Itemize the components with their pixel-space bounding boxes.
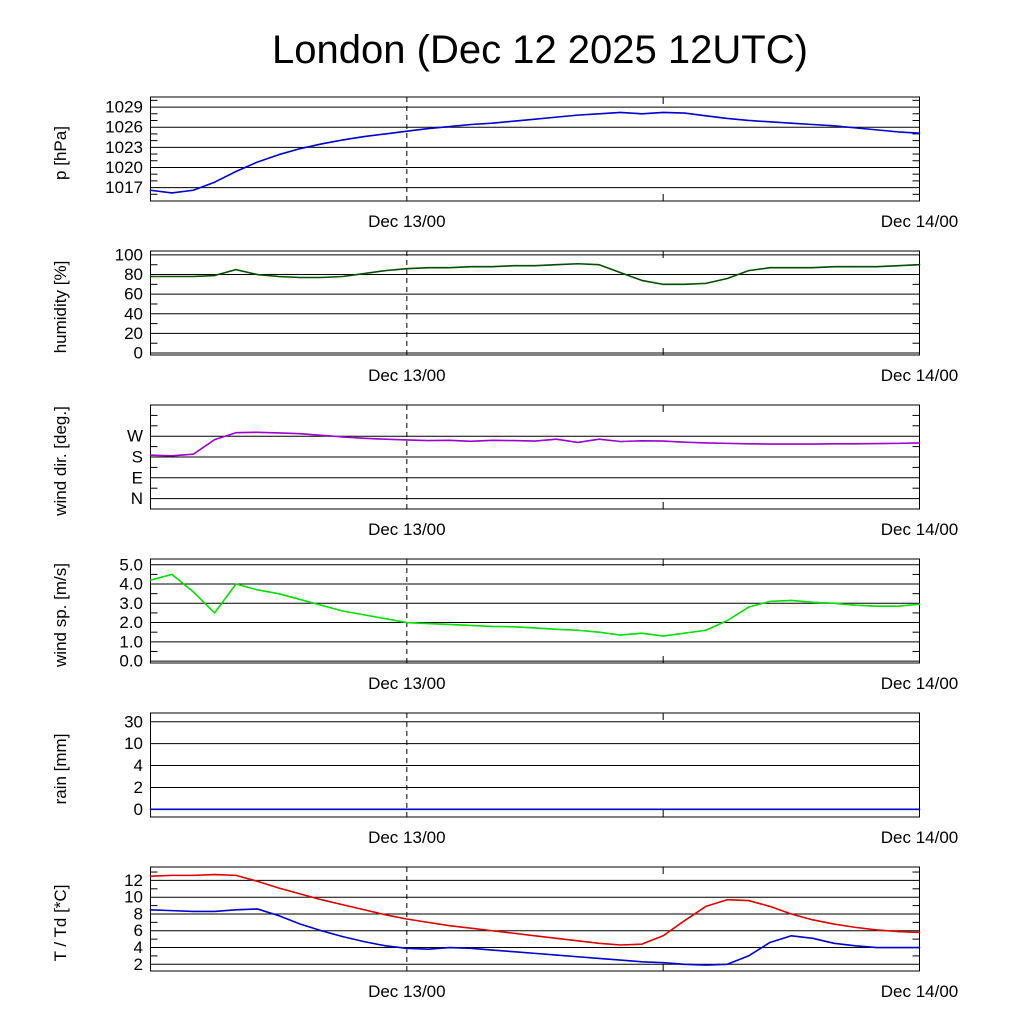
- humidity-ytick-label: 40: [124, 304, 143, 323]
- rain-ytick-label: 0: [134, 800, 143, 819]
- pressure-ytick-label: 1017: [105, 178, 143, 197]
- wind-speed-ytick-label: 0.0: [119, 652, 143, 671]
- humidity-ytick-label: 20: [124, 324, 143, 343]
- wind-speed-chart: 0.01.02.03.04.05.0 wind sp. [m/s] Dec 13/0…: [51, 555, 959, 693]
- pressure-ytick-label: 1020: [105, 158, 143, 177]
- x-axis-label: Dec 14/00: [881, 674, 959, 693]
- wind-speed-ylabel: wind sp. [m/s]: [51, 563, 70, 668]
- wind-speed-ytick-label: 5.0: [119, 555, 143, 574]
- rain-chart: 0 2 4 10 30 rain [mm] Dec 13/00 Dec 14/00: [51, 712, 959, 847]
- pressure-ytick-label: 1026: [105, 118, 143, 137]
- rain-ytick-label: 30: [124, 712, 143, 731]
- pressure-ytick-label: 1023: [105, 138, 143, 157]
- pressure-line: [149, 111, 921, 194]
- wind-speed-ytick-label: 2.0: [119, 613, 143, 632]
- plot-border: [150, 712, 920, 818]
- x-axis-label: Dec 14/00: [881, 520, 959, 539]
- x-axis-label: Dec 14/00: [881, 212, 959, 231]
- x-axis-label: Dec 14/00: [881, 366, 959, 385]
- temperature-ylabel: T / Td [*C]: [51, 885, 70, 962]
- wind-speed-ytick-label: 4.0: [119, 575, 143, 594]
- wind-direction-ytick-label: W: [127, 427, 143, 446]
- pressure-ytick-label: 1029: [105, 98, 143, 117]
- wind-direction-ytick-label: S: [132, 448, 143, 467]
- humidity-line: [149, 262, 921, 286]
- humidity-ytick-label: 60: [124, 285, 143, 304]
- rain-ytick-label: 4: [134, 756, 143, 775]
- humidity-ytick-label: 0: [134, 344, 143, 363]
- rain-ytick-label: 2: [134, 778, 143, 797]
- chart-title: London (Dec 12 2025 12UTC): [272, 28, 808, 72]
- plot-border: [150, 250, 920, 356]
- x-axis-label: Dec 14/00: [881, 828, 959, 847]
- plot-border: [150, 866, 920, 972]
- plot-border: [150, 558, 920, 664]
- temperature-panel: 2 4 6 8 10 12 T / Td [*C] Dec 13/00 Dec 14/00: [0, 866, 1024, 1020]
- humidity-ytick-label: 100: [115, 245, 143, 264]
- pressure-panel: 1017 1020 1023 1026 1029 p [hPa] Dec 13/00 Dec …: [0, 96, 1024, 250]
- plot-border: [150, 96, 920, 202]
- temperature-ytick-label: 2: [134, 955, 143, 974]
- wind-direction-ytick-label: N: [131, 489, 143, 508]
- wind-speed-panel: 0.0 1.0 2.0 3.0 4.0 5.0 wind sp. [m/s] Dec 13/0…: [0, 555, 1024, 712]
- humidity-ylabel: humidity [%]: [51, 261, 70, 354]
- x-axis-label: Dec 13/00: [368, 828, 446, 847]
- x-axis-label: Dec 13/00: [368, 366, 446, 385]
- rain-ylabel: rain [mm]: [51, 734, 70, 805]
- wind-speed-ytick-label: 3.0: [119, 594, 143, 613]
- x-axis-label: Dec 13/00: [368, 212, 446, 231]
- temperature-ytick-label: 4: [134, 938, 143, 957]
- wind-direction-line: [149, 431, 921, 457]
- temperature-ytick-label: 8: [134, 904, 143, 923]
- temperature-ytick-label: 6: [134, 921, 143, 940]
- rain-panel: 0 2 4 10 30 rain [mm] Dec 13/00 Dec 14/00: [0, 712, 1024, 866]
- humidity-panel: 0 20 40 60 80 100 humidity [%] Dec 13/00 Dec 14/…: [0, 245, 1024, 404]
- plot-border: [150, 404, 920, 510]
- x-axis-label: Dec 14/00: [881, 982, 959, 1001]
- x-axis-label: Dec 13/00: [368, 520, 446, 539]
- temperature-ytick-label: 10: [124, 888, 143, 907]
- wind-speed-line: [149, 573, 921, 637]
- humidity-ytick-label: 80: [124, 265, 143, 284]
- wind-direction-ylabel: wind dir. [deg.]: [51, 406, 70, 517]
- dewpoint-line: [149, 908, 921, 966]
- pressure-ylabel: p [hPa]: [51, 126, 70, 180]
- temperature-line: [149, 873, 921, 946]
- x-axis-label: Dec 13/00: [368, 674, 446, 693]
- wind-direction-ytick-label: E: [132, 468, 143, 487]
- temperature-ytick-label: 12: [124, 871, 143, 890]
- x-axis-label: Dec 13/00: [368, 982, 446, 1001]
- wind-speed-ytick-label: 1.0: [119, 632, 143, 651]
- rain-ytick-label: 10: [124, 734, 143, 753]
